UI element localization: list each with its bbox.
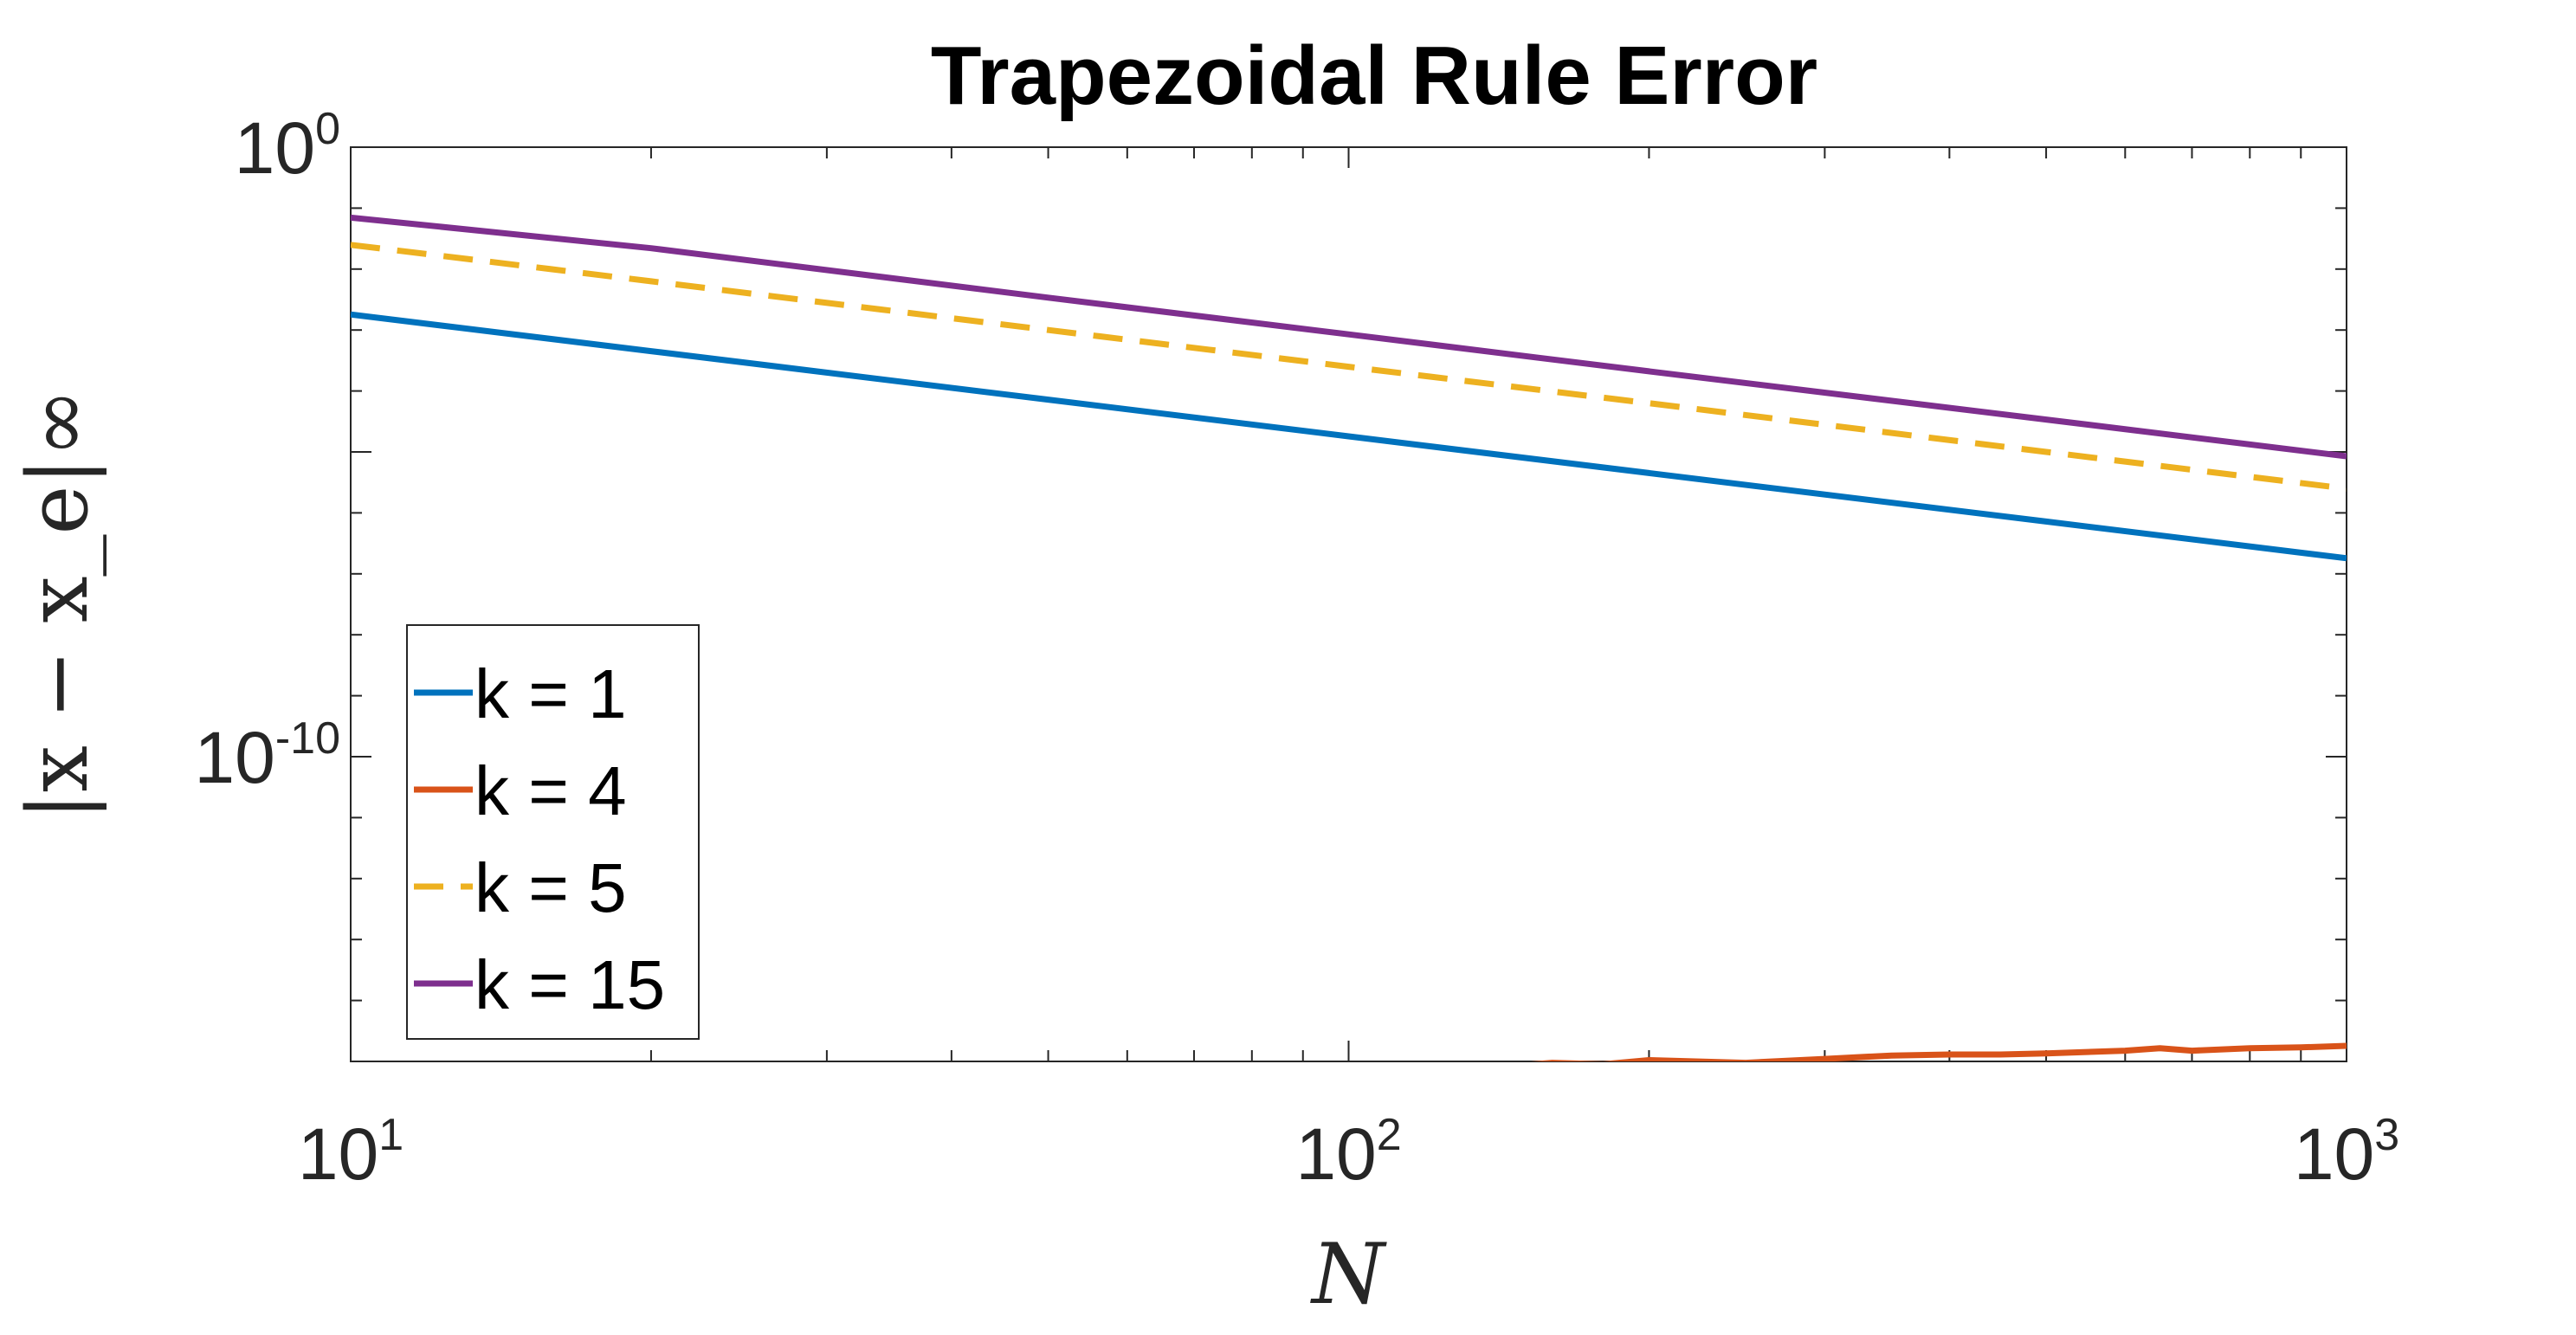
y-tick-label: 100	[235, 104, 340, 189]
x-tick-label: 103	[2294, 1110, 2399, 1195]
legend-label: k = 1	[475, 655, 627, 732]
chart-title: Trapezoidal Rule Error	[931, 29, 1817, 122]
series-line-k-15	[351, 214, 2347, 460]
legend-label: k = 4	[475, 752, 627, 829]
x-axis-label: N	[1310, 1226, 1387, 1323]
x-tick-label: 102	[1295, 1110, 1401, 1195]
y-tick-label: 10-10	[194, 713, 340, 798]
series-line-k-5	[351, 242, 2347, 492]
series-line-k-1	[351, 311, 2347, 562]
legend-label: k = 15	[475, 946, 665, 1023]
axis-ticks	[350, 146, 2347, 1062]
x-tick-label: 101	[298, 1110, 404, 1195]
y-axis-label: |x − x_e|∞	[10, 388, 107, 820]
tick-labels: 101 102 103 100 10-10	[194, 104, 2399, 1195]
legend-label: k = 5	[475, 849, 627, 926]
series-lines	[351, 214, 2347, 1061]
series-line-k-4	[1531, 1042, 2347, 1061]
legend: k = 1 k = 4 k = 5 k = 15	[406, 624, 700, 1040]
